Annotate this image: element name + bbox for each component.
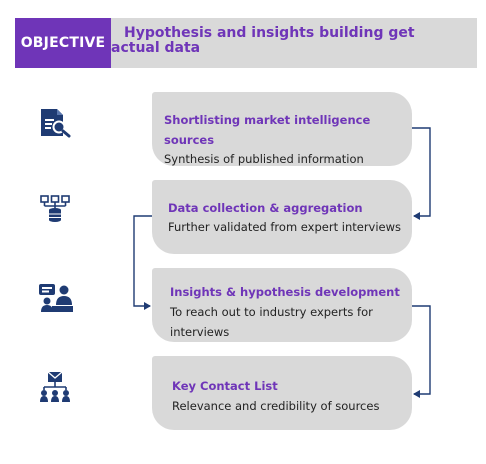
- step-title: Insights & hypothesis development: [170, 285, 400, 299]
- connector-arrow: [133, 215, 152, 310]
- step-card-key-contact-list: [152, 356, 412, 430]
- step-title: Key Contact List: [172, 379, 278, 393]
- step-description: Relevance and credibility of sources: [172, 399, 380, 413]
- connector-arrow: [412, 305, 431, 398]
- step-card-insights-hypothesis: [152, 268, 412, 342]
- objective-title: Hypothesis and insights building get act…: [111, 25, 415, 56]
- step-card-data-collection: [152, 180, 412, 254]
- contact-network-icon: [40, 371, 70, 407]
- connector-arrow: [412, 127, 431, 220]
- step-title: Data collection & aggregation: [168, 201, 363, 215]
- step-description: Synthesis of published information: [164, 152, 364, 166]
- step-description: Further validated from expert interviews: [168, 220, 402, 234]
- database-network-icon: [40, 195, 70, 229]
- objective-badge: OBJECTIVE: [15, 18, 111, 68]
- document-search-icon: [38, 108, 72, 142]
- meeting-presentation-icon: [38, 283, 74, 317]
- step-description: To reach out to industry experts for int…: [170, 305, 373, 339]
- step-card-market-intelligence: [152, 92, 412, 166]
- step-title: Shortlisting market intelligence sources: [164, 113, 371, 147]
